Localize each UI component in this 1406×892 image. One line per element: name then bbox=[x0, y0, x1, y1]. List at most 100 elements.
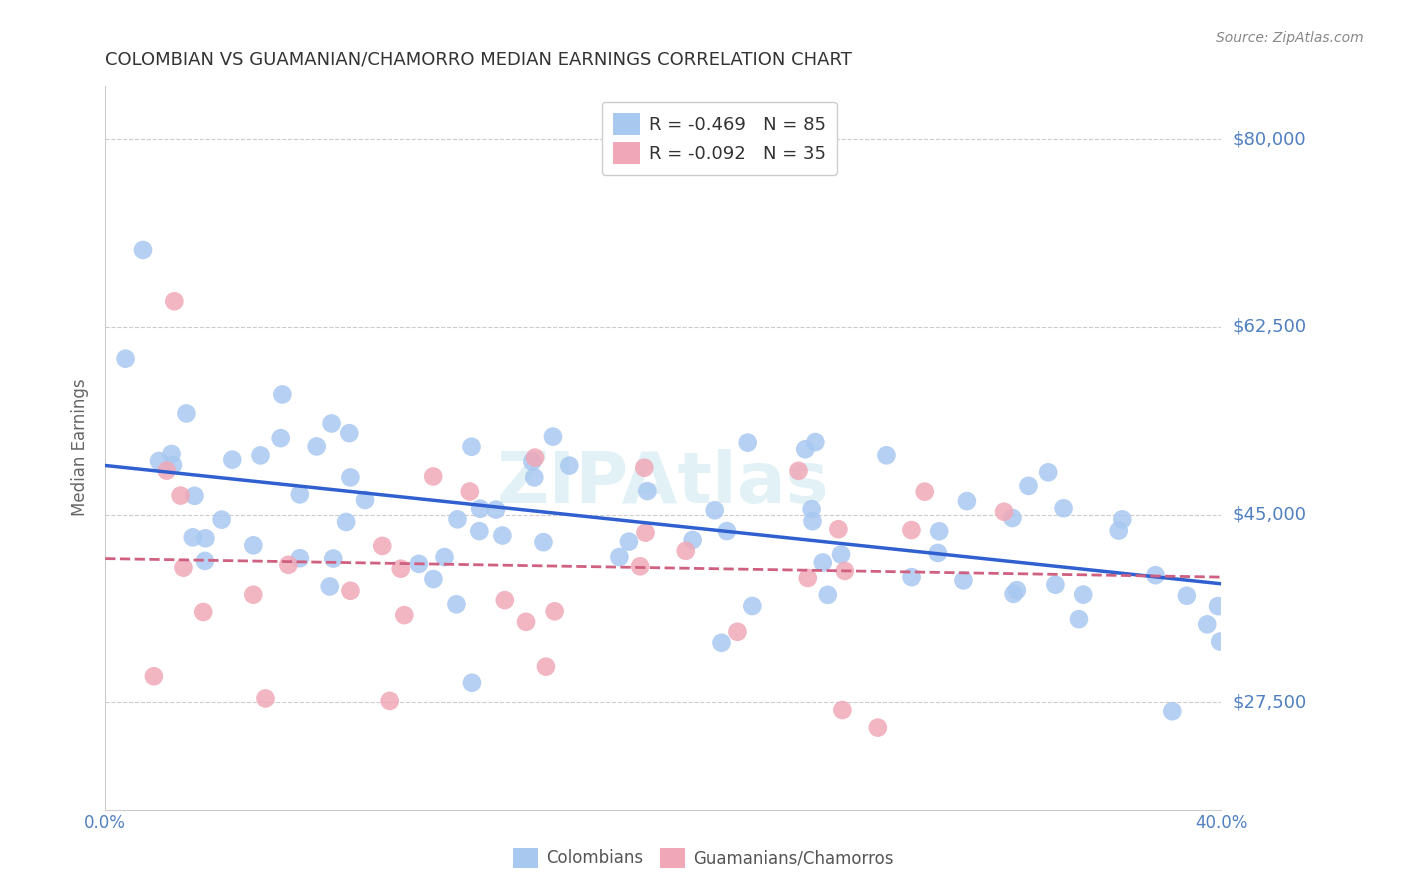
Point bbox=[1001, 511, 1024, 525]
Point bbox=[142, 669, 165, 683]
Point bbox=[716, 524, 738, 538]
Point bbox=[800, 502, 823, 516]
Point bbox=[834, 564, 856, 578]
Point bbox=[524, 450, 547, 465]
Point bbox=[221, 452, 243, 467]
Point bbox=[148, 454, 170, 468]
Point bbox=[1052, 501, 1074, 516]
Point bbox=[1144, 568, 1167, 582]
Point bbox=[132, 243, 155, 257]
Point bbox=[794, 442, 817, 457]
Point bbox=[827, 522, 849, 536]
Point bbox=[534, 659, 557, 673]
Point bbox=[322, 551, 344, 566]
Point bbox=[831, 703, 853, 717]
Point bbox=[703, 503, 725, 517]
Point bbox=[1175, 589, 1198, 603]
Point bbox=[172, 560, 194, 574]
Point bbox=[1206, 599, 1229, 614]
Point bbox=[956, 494, 979, 508]
Point bbox=[1067, 612, 1090, 626]
Point bbox=[900, 523, 922, 537]
Point bbox=[900, 570, 922, 584]
Point bbox=[305, 439, 328, 453]
Point bbox=[727, 624, 749, 639]
Point bbox=[543, 604, 565, 618]
Point bbox=[636, 484, 658, 499]
Point bbox=[461, 675, 484, 690]
Point bbox=[1209, 634, 1232, 648]
Point bbox=[1002, 587, 1025, 601]
Y-axis label: Median Earnings: Median Earnings bbox=[72, 379, 89, 516]
Point bbox=[1045, 578, 1067, 592]
Point bbox=[378, 694, 401, 708]
Point bbox=[485, 502, 508, 516]
Point bbox=[1005, 583, 1028, 598]
Text: Source: ZipAtlas.com: Source: ZipAtlas.com bbox=[1216, 31, 1364, 45]
Point bbox=[737, 435, 759, 450]
Point bbox=[1232, 638, 1254, 652]
Point bbox=[533, 535, 555, 549]
Point bbox=[866, 721, 889, 735]
Point bbox=[491, 528, 513, 542]
Point bbox=[194, 531, 217, 545]
Text: $45,000: $45,000 bbox=[1233, 506, 1306, 524]
Point bbox=[242, 588, 264, 602]
Point bbox=[797, 571, 820, 585]
Text: COLOMBIAN VS GUAMANIAN/CHAMORRO MEDIAN EARNINGS CORRELATION CHART: COLOMBIAN VS GUAMANIAN/CHAMORRO MEDIAN E… bbox=[105, 51, 852, 69]
Point bbox=[928, 524, 950, 539]
Point bbox=[183, 489, 205, 503]
Point bbox=[522, 454, 544, 468]
Point bbox=[335, 515, 357, 529]
Point bbox=[741, 599, 763, 613]
Point bbox=[1038, 466, 1060, 480]
Point bbox=[952, 574, 974, 588]
Point bbox=[288, 551, 311, 566]
Point bbox=[394, 608, 416, 623]
Point bbox=[633, 460, 655, 475]
Point bbox=[194, 554, 217, 568]
Point bbox=[169, 489, 191, 503]
Text: ZIPAtlas: ZIPAtlas bbox=[498, 450, 830, 518]
Point bbox=[1108, 524, 1130, 538]
Point bbox=[804, 435, 827, 450]
Point bbox=[1251, 574, 1274, 588]
Point bbox=[558, 458, 581, 473]
Point bbox=[277, 558, 299, 572]
Legend: R = -0.469   N = 85, R = -0.092   N = 35: R = -0.469 N = 85, R = -0.092 N = 35 bbox=[602, 102, 837, 175]
Point bbox=[787, 464, 810, 478]
Point bbox=[801, 514, 824, 528]
Text: $62,500: $62,500 bbox=[1233, 318, 1306, 336]
Point bbox=[271, 387, 294, 401]
Point bbox=[270, 431, 292, 445]
Point bbox=[914, 484, 936, 499]
Point bbox=[830, 548, 852, 562]
Point bbox=[1226, 492, 1249, 507]
Point bbox=[422, 572, 444, 586]
Point bbox=[254, 691, 277, 706]
Point bbox=[176, 407, 198, 421]
Point bbox=[811, 556, 834, 570]
Point bbox=[1071, 588, 1094, 602]
Point bbox=[1018, 479, 1040, 493]
Point bbox=[422, 469, 444, 483]
Point bbox=[817, 588, 839, 602]
Point bbox=[515, 615, 537, 629]
Point bbox=[446, 597, 468, 611]
Point bbox=[1111, 512, 1133, 526]
Point bbox=[242, 538, 264, 552]
Point bbox=[927, 546, 949, 560]
Point bbox=[470, 501, 492, 516]
Point bbox=[875, 448, 897, 462]
Point bbox=[181, 530, 204, 544]
Point bbox=[319, 579, 342, 593]
Point bbox=[371, 539, 394, 553]
Point bbox=[433, 550, 456, 565]
Point bbox=[193, 605, 215, 619]
Point bbox=[114, 351, 136, 366]
Point bbox=[163, 294, 186, 309]
Point bbox=[993, 505, 1015, 519]
Point bbox=[249, 449, 271, 463]
Text: $80,000: $80,000 bbox=[1233, 130, 1306, 148]
Text: $27,500: $27,500 bbox=[1233, 693, 1308, 711]
